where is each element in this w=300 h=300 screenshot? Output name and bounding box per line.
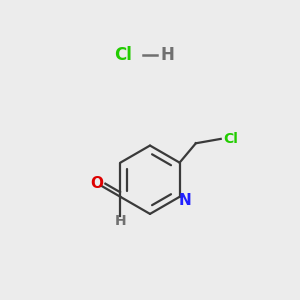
Text: H: H xyxy=(115,214,126,229)
Text: N: N xyxy=(179,193,192,208)
Text: Cl: Cl xyxy=(223,132,238,146)
Text: Cl: Cl xyxy=(114,46,132,64)
Text: H: H xyxy=(161,46,175,64)
Text: O: O xyxy=(90,176,103,191)
